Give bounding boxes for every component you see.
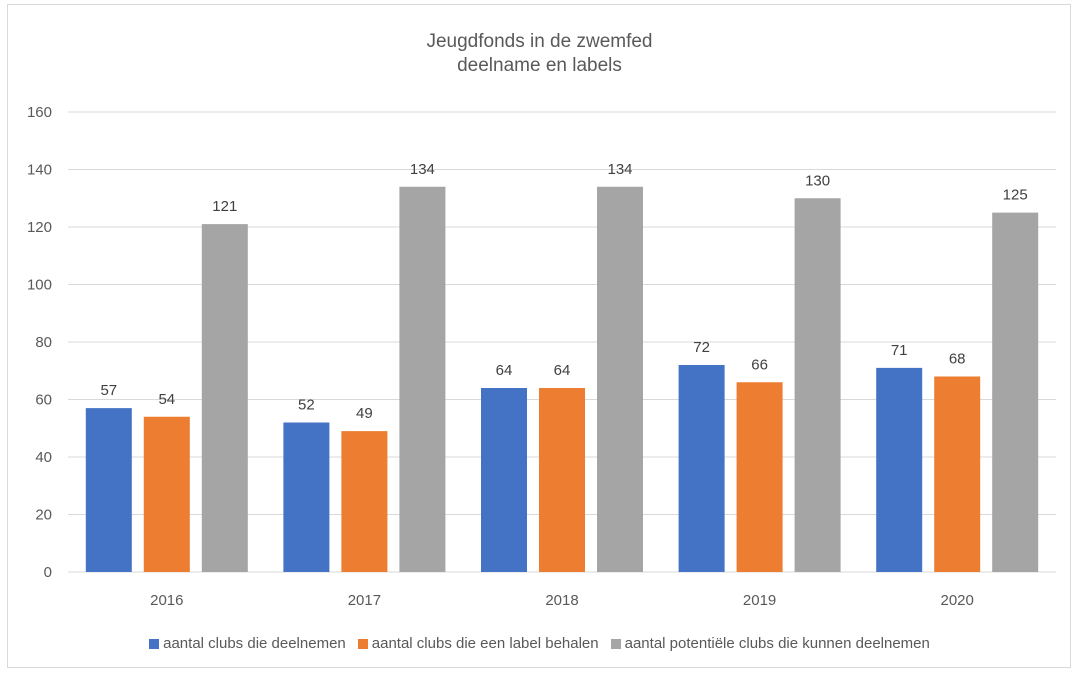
legend: aantal clubs die deelnemen aantal clubs d… [0, 635, 1079, 652]
x-tick-label: 2016 [150, 592, 183, 609]
bar [992, 212, 1039, 572]
y-tick-label: 160 [27, 104, 52, 121]
bar [678, 365, 725, 572]
x-tick-label: 2017 [348, 592, 381, 609]
x-axis-tick-labels: 2016 2017 2018 2019 2020 [150, 592, 974, 609]
legend-swatch [357, 638, 368, 649]
y-tick-label: 100 [27, 277, 52, 294]
data-labels: 57 54 121 52 49 134 64 64 134 72 66 130 71 68 125 [100, 161, 1027, 422]
legend-item: aantal potentiële clubs die kunnen deeln… [610, 635, 930, 652]
bar [143, 416, 190, 572]
data-label: 54 [158, 391, 175, 408]
data-label: 71 [891, 342, 908, 359]
data-label: 121 [212, 198, 237, 215]
y-tick-label: 120 [27, 219, 52, 236]
bar [481, 388, 527, 572]
y-tick-label: 0 [44, 564, 52, 581]
data-label: 66 [751, 356, 768, 373]
legend-swatch [610, 638, 621, 649]
data-label: 52 [298, 397, 315, 414]
y-tick-label: 60 [35, 392, 52, 409]
bar [283, 422, 330, 572]
bar [876, 367, 923, 572]
y-tick-label: 140 [27, 162, 52, 179]
legend-swatch [149, 638, 160, 649]
data-label: 64 [496, 362, 513, 379]
bar [736, 382, 783, 572]
data-label: 130 [805, 172, 830, 189]
x-tick-label: 2020 [941, 592, 974, 609]
data-label: 49 [356, 405, 373, 422]
legend-label: aantal clubs die een label behalen [371, 635, 599, 652]
bars [85, 186, 1039, 572]
x-tick-label: 2018 [545, 592, 578, 609]
y-tick-label: 40 [35, 449, 52, 466]
y-tick-label: 80 [35, 334, 52, 351]
bar [399, 186, 446, 572]
data-label: 72 [693, 339, 710, 356]
bar [934, 376, 981, 572]
legend-item: aantal clubs die deelnemen [149, 635, 346, 652]
legend-label: aantal clubs die deelnemen [163, 635, 346, 652]
legend-label: aantal potentiële clubs die kunnen deeln… [624, 635, 930, 652]
data-label: 134 [607, 161, 632, 178]
data-label: 57 [100, 382, 117, 399]
data-label: 125 [1003, 187, 1028, 204]
chart-title: Jeugdfonds in de zwemfed [426, 31, 653, 52]
bar [597, 186, 643, 572]
bar [794, 198, 841, 572]
y-axis-tick-labels: 0 20 40 60 80 100 120 140 160 [27, 104, 52, 581]
data-label: 64 [554, 362, 571, 379]
bar [201, 224, 248, 572]
bar [539, 388, 585, 572]
bar [341, 431, 388, 572]
y-tick-label: 20 [35, 507, 52, 524]
data-label: 68 [949, 351, 966, 368]
chart-subtitle: deelname en labels [457, 55, 622, 76]
data-label: 134 [410, 161, 435, 178]
legend-item: aantal clubs die een label behalen [357, 635, 599, 652]
bar [85, 408, 132, 572]
x-tick-label: 2019 [743, 592, 776, 609]
